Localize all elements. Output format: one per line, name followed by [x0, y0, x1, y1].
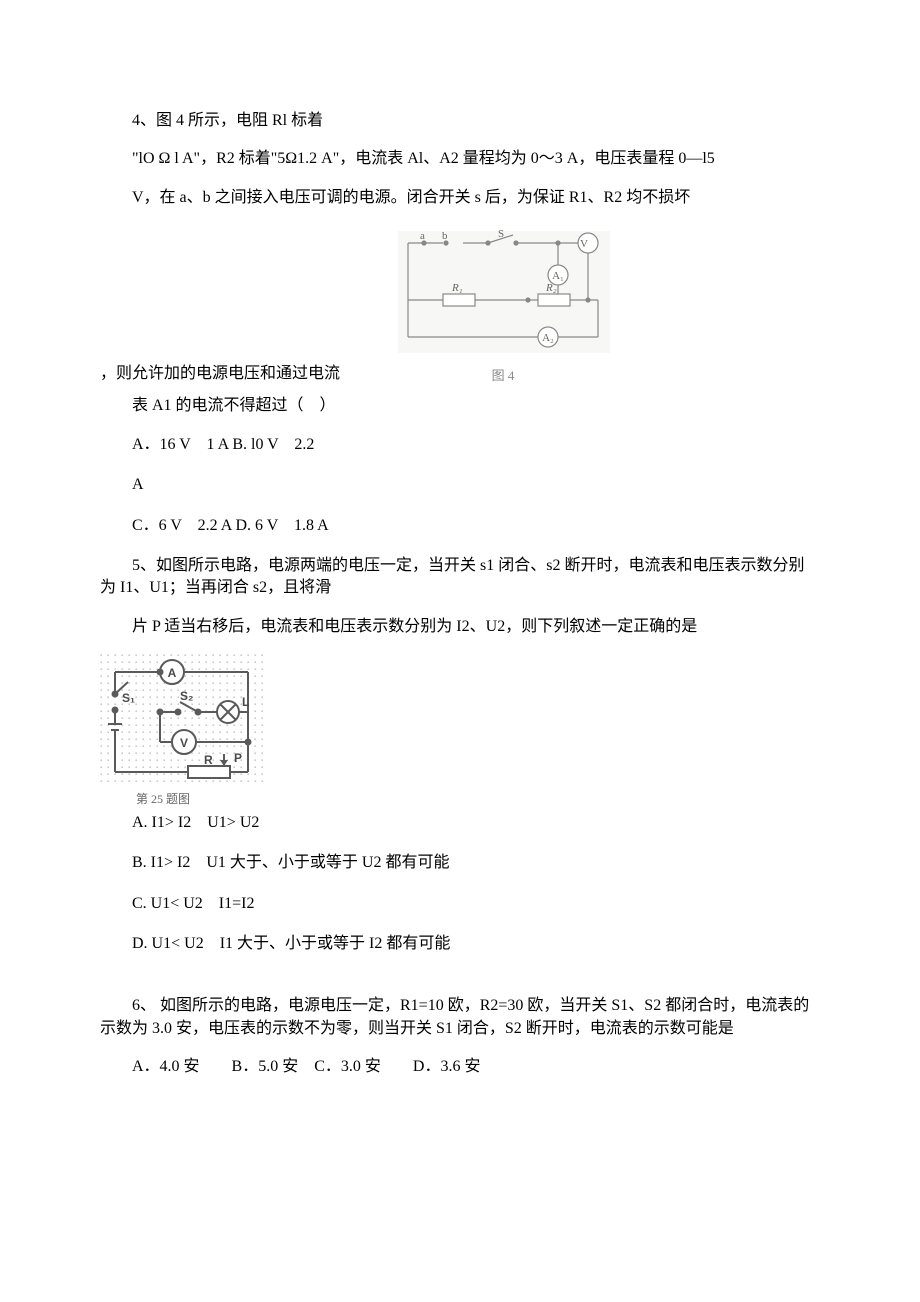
q5-option-d: D. U1< U2 I1 大于、小于或等于 I2 都有可能: [100, 933, 820, 955]
q4-figure-wrap: a b S V A₁ A₂ R₁ R₂ 图 4: [388, 225, 618, 385]
q4-figure-caption: 图 4: [388, 367, 618, 385]
q4-label-r1: R₁: [451, 282, 463, 294]
q6-options: A．4.0 安 B．5.0 安 C．3.0 安 D．3.6 安: [100, 1056, 820, 1078]
q4-label-r2: R₂: [545, 282, 557, 294]
q5-option-a: A. I1> I2 U1> U2: [100, 812, 820, 834]
q5-label-s1: S₁: [122, 691, 135, 705]
q5-figure-wrap: A V S₁ S₂ L R P 第 25 题图: [100, 654, 820, 808]
q5-circuit-diagram: A V S₁ S₂ L R P: [100, 654, 265, 789]
q5-label-v: V: [180, 736, 188, 750]
q5-label-s2: S₂: [180, 689, 193, 703]
q5-figure-caption: 第 25 题图: [136, 791, 820, 808]
q5-line1: 5、如图所示电路，电源两端的电压一定，当开关 s1 闭合、s2 断开时，电流表和…: [100, 555, 820, 600]
q5-label-a: A: [168, 666, 177, 680]
q5-label-l: L: [242, 695, 249, 709]
q4-option-a: A．16 V 1 A B. l0 V 2.2: [100, 434, 820, 456]
q4-label-a1: A₁: [552, 270, 564, 282]
q4-label-b: b: [442, 230, 448, 242]
q6-line1: 6、 如图所示的电路，电源电压一定，R1=10 欧，R2=30 欧，当开关 S1…: [100, 995, 820, 1040]
q4-label-v: V: [580, 238, 588, 250]
q4-line5: 表 A1 的电流不得超过（ ）: [100, 395, 820, 417]
q4-option-a2: A: [100, 474, 820, 496]
q5-label-p: P: [234, 751, 242, 765]
q4-circuit-diagram: a b S V A₁ A₂ R₁ R₂: [388, 225, 618, 365]
q4-label-a2: A₂: [542, 332, 554, 344]
q4-line3: V，在 a、b 之间接入电压可调的电源。闭合开关 s 后，为保证 R1、R2 均…: [100, 187, 820, 209]
q4-line1: 4、图 4 所示，电阻 Rl 标着: [100, 110, 820, 132]
q4-option-c: C．6 V 2.2 A D. 6 V 1.8 A: [100, 515, 820, 537]
q4-figure-row: ，则允许加的电源电压和通过电流: [100, 225, 820, 385]
q4-line4-lead: ，则允许加的电源电压和通过电流: [100, 363, 340, 385]
q5-label-r: R: [204, 753, 213, 767]
q4-label-s: S: [498, 228, 504, 240]
q5-line2: 片 P 适当右移后，电流表和电压表示数分别为 I2、U2，则下列叙述一定正确的是: [100, 616, 820, 638]
q4-label-a: a: [420, 230, 425, 242]
q5-option-c: C. U1< U2 I1=I2: [100, 893, 820, 915]
q5-option-b: B. I1> I2 U1 大于、小于或等于 U2 都有可能: [100, 852, 820, 874]
q4-line2: "lO Ω l A"，R2 标着"5Ω1.2 A"，电流表 Al、A2 量程均为…: [100, 148, 820, 170]
